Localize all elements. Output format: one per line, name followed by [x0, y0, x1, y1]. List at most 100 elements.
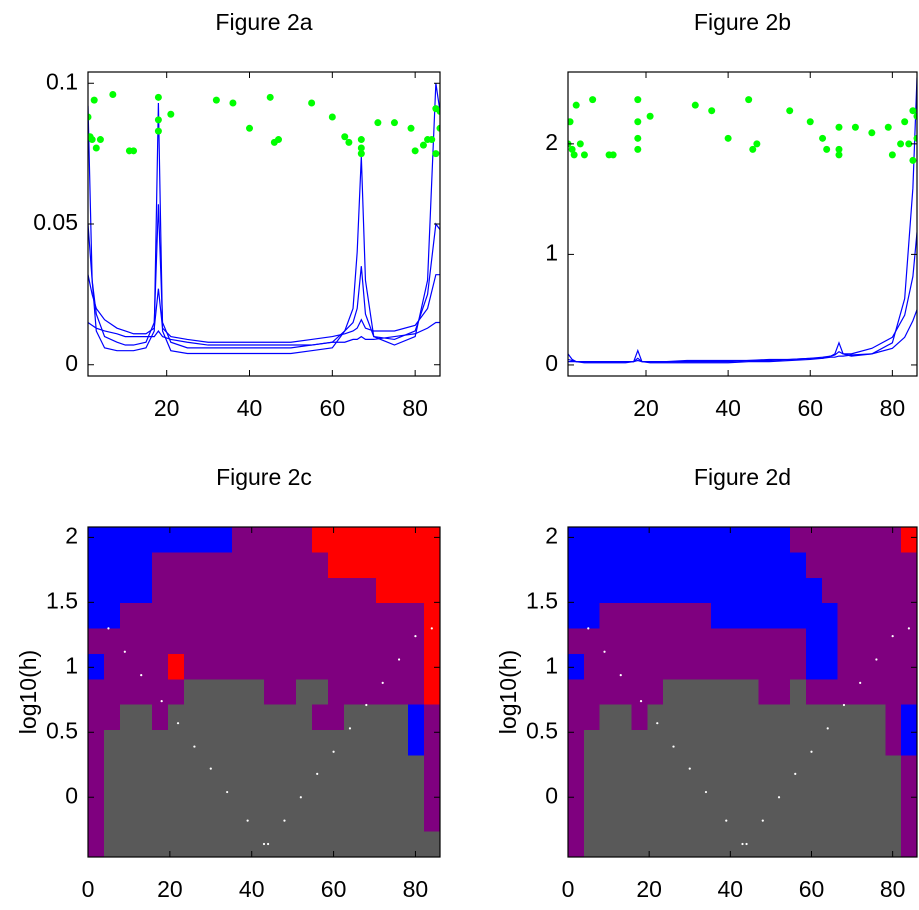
- heatmap-cell: [805, 653, 823, 680]
- heatmap-cell: [136, 730, 153, 757]
- data-line: [568, 232, 917, 363]
- heatmap-cell: [901, 806, 917, 833]
- heatmap-cell: [694, 730, 712, 757]
- heatmap-cell: [710, 780, 728, 807]
- heatmap-cell: [152, 628, 169, 655]
- data-point: [357, 144, 365, 152]
- heatmap-cell: [296, 552, 313, 579]
- heatmap-cell: [360, 653, 377, 680]
- heatmap-cell: [790, 679, 807, 706]
- heatmap-cell: [710, 679, 728, 706]
- data-point: [909, 107, 917, 115]
- heatmap-cell: [726, 780, 744, 807]
- heatmap-cell: [360, 831, 377, 857]
- heatmap-cell: [631, 653, 648, 680]
- heatmap-cell: [869, 780, 886, 807]
- data-point: [341, 133, 349, 141]
- heatmap-cell: [360, 755, 377, 782]
- heatmap-cell: [312, 780, 329, 807]
- heatmap-cell: [168, 806, 185, 833]
- data-point: [176, 722, 180, 725]
- x-tick-label: 20: [154, 395, 180, 421]
- heatmap-cell: [264, 780, 281, 807]
- heatmap-cell: [901, 527, 917, 553]
- heatmap-cell: [312, 806, 329, 833]
- x-tick-label: 20: [157, 876, 183, 902]
- heatmap-cell: [104, 527, 121, 553]
- heatmap-cell: [583, 628, 601, 655]
- heatmap-cell: [679, 755, 696, 782]
- heatmap-cell: [837, 552, 855, 579]
- heatmap-cell: [742, 679, 759, 706]
- heatmap-cell: [136, 577, 153, 604]
- heatmap-cell: [758, 806, 775, 833]
- data-point: [794, 772, 797, 775]
- heatmap-cell: [424, 577, 440, 604]
- heatmap-cell: [742, 603, 759, 630]
- heatmap-cell: [200, 806, 217, 833]
- heatmap-cell: [679, 679, 696, 706]
- y-tick-label: 1: [545, 239, 558, 265]
- heatmap-cell: [136, 780, 153, 807]
- heatmap-cell: [758, 628, 775, 655]
- heatmap-cell: [312, 679, 329, 706]
- heatmap-cell: [583, 806, 601, 833]
- heatmap-cell: [360, 806, 377, 833]
- heatmap-cell: [392, 653, 409, 680]
- heatmap-cell: [742, 552, 759, 579]
- heatmap-cell: [869, 527, 886, 553]
- heatmap-cell: [710, 806, 728, 833]
- heatmap-cell: [232, 603, 249, 630]
- heatmap-cell: [184, 806, 201, 833]
- heatmap-cell: [376, 527, 393, 553]
- data-point: [851, 123, 859, 131]
- heatmap-cell: [232, 527, 249, 553]
- heatmap-cell: [376, 704, 393, 731]
- heatmap-cell: [184, 527, 201, 553]
- plot-area: [88, 83, 440, 355]
- heatmap-cell: [104, 730, 121, 757]
- heatmap-cell: [853, 755, 871, 782]
- heatmap-cell: [885, 780, 902, 807]
- heatmap-cell: [599, 704, 617, 731]
- heatmap-cell: [424, 603, 440, 630]
- heatmap-cell: [790, 628, 807, 655]
- data-line: [88, 83, 440, 355]
- y-axis-label: log10(h): [15, 650, 41, 734]
- y-tick-label: 1: [65, 652, 78, 678]
- heatmap-cell: [568, 780, 585, 807]
- heatmap-cell: [264, 679, 281, 706]
- heatmap-cell: [869, 831, 886, 857]
- x-tick-label: 20: [633, 395, 659, 421]
- heatmap-cell: [568, 552, 585, 579]
- heatmap-cell: [647, 780, 664, 807]
- heatmap-cell: [424, 755, 440, 782]
- heatmap-cell: [679, 780, 696, 807]
- heatmap-cell: [821, 577, 839, 604]
- heatmap-cell: [168, 653, 185, 680]
- heatmap-cell: [615, 806, 633, 833]
- data-point: [741, 842, 744, 846]
- heatmap-cell: [344, 577, 361, 604]
- heatmap-cell: [821, 603, 839, 630]
- heatmap-cell: [232, 628, 249, 655]
- heatmap-cell: [328, 552, 345, 579]
- heatmap-cell: [200, 679, 217, 706]
- heatmap-cell: [583, 831, 601, 857]
- heatmap-cell: [328, 628, 345, 655]
- heatmap-cell: [424, 704, 440, 731]
- heatmap-cell: [216, 755, 233, 782]
- heatmap-cell: [104, 552, 121, 579]
- heatmap-cell: [88, 780, 105, 807]
- heatmap-cell: [328, 679, 345, 706]
- heatmap-cell: [901, 831, 917, 857]
- heatmap-cell: [805, 628, 823, 655]
- heatmap-cell: [376, 806, 393, 833]
- data-point: [246, 124, 254, 132]
- data-point: [634, 134, 642, 142]
- data-point: [905, 140, 913, 148]
- heatmap-cell: [152, 780, 169, 807]
- heatmap-cell: [376, 552, 393, 579]
- data-point: [913, 112, 917, 120]
- heatmap-cell: [583, 552, 601, 579]
